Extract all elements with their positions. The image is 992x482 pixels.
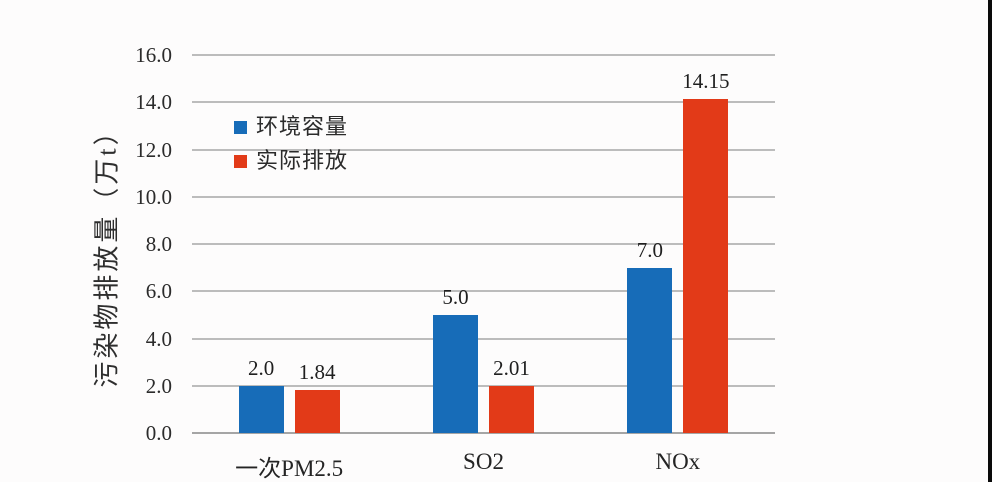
y-tick-label: 16.0	[135, 43, 172, 67]
legend-swatch	[234, 120, 247, 134]
legend-swatch	[234, 154, 247, 168]
gridline	[192, 432, 775, 434]
y-tick-label: 10.0	[135, 184, 172, 209]
gridline	[192, 384, 775, 387]
category-label: 一次PM2.5	[235, 456, 344, 481]
y-tick-label: 14.0	[135, 90, 172, 115]
gridline	[192, 290, 775, 293]
bar-value-label: 5.0	[442, 284, 469, 309]
category-label: SO2	[463, 449, 504, 474]
y-tick-label: 2.0	[145, 373, 172, 398]
y-tick-label: 12.0	[135, 137, 172, 162]
y-tick-label: 8.0	[145, 232, 172, 256]
gridline	[192, 243, 775, 245]
gridline	[192, 101, 775, 104]
screen-edge-artifact	[988, 0, 992, 482]
legend-item: 实际排放	[234, 150, 348, 172]
category-label: NOx	[655, 449, 701, 474]
gridline	[192, 337, 775, 340]
bar-value-label: 2.0	[248, 355, 275, 380]
bar	[683, 98, 729, 433]
bar-value-label: 14.15	[682, 68, 730, 93]
bar-value-label: 1.84	[298, 359, 336, 384]
legend: 环境容量 实际排放	[234, 116, 348, 172]
y-tick-label: 6.0	[145, 279, 172, 304]
bar	[294, 389, 340, 433]
legend-label: 实际排放	[256, 148, 349, 173]
legend-item: 环境容量	[234, 116, 348, 138]
bar-value-label: 7.0	[636, 237, 663, 262]
gridline	[192, 195, 775, 198]
bar-value-label: 2.01	[493, 355, 530, 380]
bar	[433, 314, 478, 433]
gridline	[192, 54, 775, 56]
gridline	[192, 148, 775, 151]
plot-area: 2.0 1.84 5.0 2.01 7.0 14.15	[192, 54, 775, 434]
legend-label: 环境容量	[256, 114, 349, 139]
y-tick-label: 0.0	[145, 421, 172, 445]
bar	[489, 385, 534, 433]
bar	[627, 267, 673, 433]
y-tick-label: 4.0	[145, 326, 172, 351]
bar	[238, 385, 284, 433]
